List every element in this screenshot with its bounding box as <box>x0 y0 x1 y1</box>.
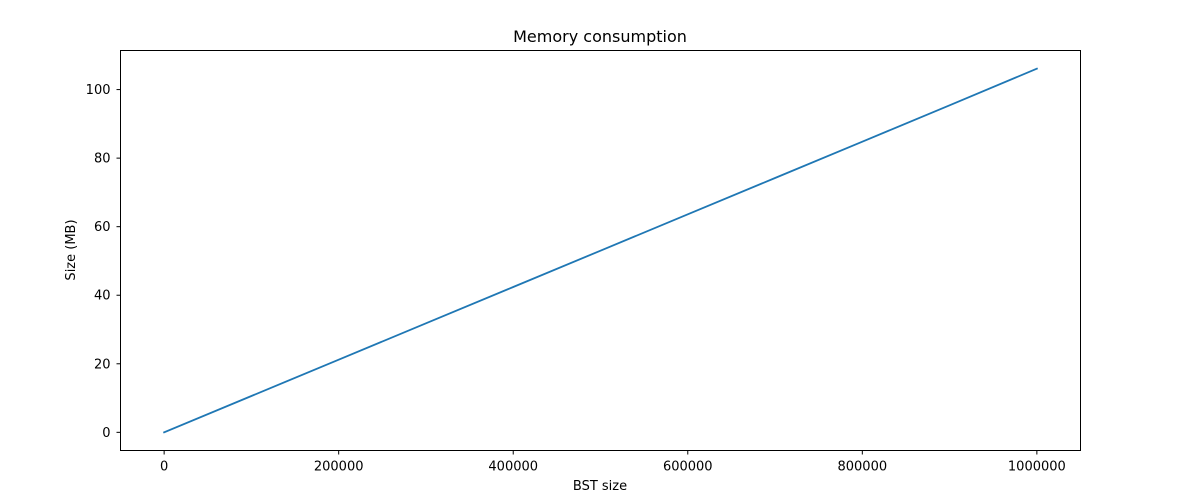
chart-title: Memory consumption <box>513 27 687 46</box>
y-tick-label: 80 <box>94 152 111 167</box>
plot-area-frame <box>120 50 1081 451</box>
x-tick-label: 0 <box>160 460 168 475</box>
x-tick-label: 600000 <box>663 460 713 475</box>
x-tick-label: 800000 <box>837 460 887 475</box>
y-tick-label: 20 <box>94 357 111 372</box>
y-axis: 0 20 40 60 80 100 <box>86 83 121 441</box>
x-tick-label: 400000 <box>488 460 538 475</box>
y-axis-label: Size (MB) <box>64 219 79 280</box>
series-line <box>162 67 1039 434</box>
y-tick-label: 40 <box>94 289 111 304</box>
x-axis-label: BST size <box>573 479 627 494</box>
x-axis: 0 200000 400000 600000 800000 1000000 <box>160 450 1066 475</box>
x-tick-label: 200000 <box>314 460 364 475</box>
series-layer <box>162 67 1039 434</box>
y-tick-label: 60 <box>94 220 111 235</box>
x-tick-label: 1000000 <box>1008 460 1066 475</box>
y-tick-label: 0 <box>102 426 110 441</box>
y-tick-label: 100 <box>86 83 111 98</box>
